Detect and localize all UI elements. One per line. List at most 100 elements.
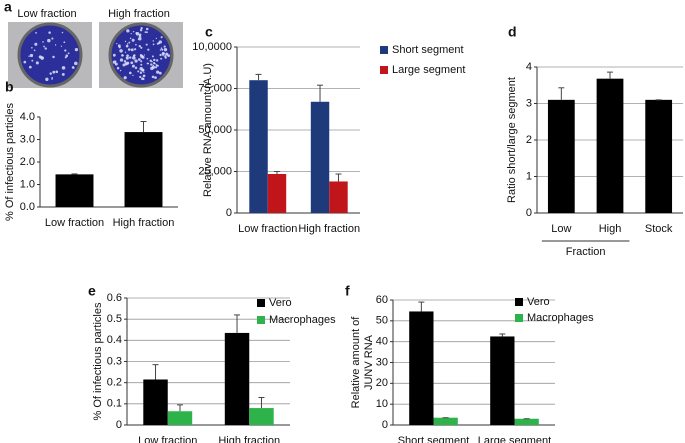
plaque (125, 44, 129, 48)
error-bar (273, 171, 280, 174)
plaque (139, 71, 143, 74)
bar (249, 80, 268, 213)
plaque (155, 59, 159, 62)
plaque (160, 36, 163, 39)
plaque (146, 57, 149, 60)
y-tick-label: 4 (526, 61, 532, 73)
plaque (119, 69, 122, 72)
plaque (131, 38, 135, 42)
y-tick-label: 25,000 (198, 165, 232, 177)
plaque (51, 78, 53, 80)
plaque (137, 70, 140, 73)
plaque-dish (17, 22, 83, 88)
error-bar (418, 301, 425, 312)
plaque (141, 77, 144, 81)
plaque (155, 37, 157, 39)
error-bar (255, 73, 262, 81)
plaque (130, 61, 134, 65)
plaque (60, 45, 63, 47)
plaque (138, 44, 141, 48)
plaque (123, 60, 127, 63)
plaque (74, 48, 79, 52)
x-tick-label: High fraction (218, 435, 280, 443)
plaque (124, 51, 127, 53)
plaque (47, 38, 51, 43)
bar (596, 78, 624, 214)
y-tick-label: 0.3 (107, 355, 122, 367)
plaque (152, 64, 154, 67)
plaque (129, 71, 132, 75)
plaque (35, 32, 37, 34)
bar (224, 332, 250, 425)
plaque (44, 47, 47, 50)
plaque (126, 29, 130, 33)
plaque (33, 49, 36, 52)
error-bar (335, 173, 342, 182)
plaque (61, 66, 66, 70)
legend-label: Vero (527, 296, 550, 308)
legend-swatch (257, 299, 265, 307)
y-axis-label: Relative RNA amount (A.U) (202, 63, 214, 197)
plaque (140, 26, 143, 30)
legend-label: Large segment (392, 64, 465, 76)
y-tick-label: 2.0 (20, 156, 35, 168)
plaque (132, 56, 136, 60)
panel-label: f (345, 283, 350, 299)
y-axis-label: Ratio short/large segment (506, 77, 518, 203)
y-tick-label: 3.0 (20, 133, 35, 145)
plaque (121, 54, 124, 57)
plaque (123, 76, 127, 80)
x-tick-label: Large segment (478, 435, 551, 443)
plaque (161, 48, 164, 51)
y-tick-label: 0.4 (107, 334, 122, 346)
image-caption: High fraction (108, 8, 170, 20)
y-tick-label: 0.5 (107, 313, 122, 325)
plaque (152, 40, 154, 42)
plaque (151, 55, 154, 58)
plaque (64, 49, 67, 52)
plaque (152, 43, 155, 46)
bar (645, 99, 673, 213)
plaque (34, 42, 38, 46)
bar (143, 379, 168, 425)
error-bar (607, 71, 613, 79)
plaque (159, 49, 162, 51)
y-tick-label: 10 (376, 398, 388, 410)
y-tick-label: 60 (376, 294, 388, 306)
y-tick-label: 0 (382, 419, 388, 431)
panel-label: a (4, 0, 12, 15)
plaque (151, 60, 153, 63)
image-caption: Low fraction (17, 8, 76, 20)
plaque (129, 37, 132, 40)
x-tick-label: Low fraction (138, 435, 197, 443)
plaque (150, 66, 154, 71)
y-tick-label: 1.0 (20, 178, 35, 190)
panel-label: e (88, 283, 96, 299)
plaque (146, 62, 149, 65)
plaque (63, 41, 66, 44)
plaque (151, 75, 155, 79)
plaque (137, 38, 140, 40)
plaque (52, 55, 55, 59)
plaque (153, 58, 156, 62)
legend-label: Short segment (392, 44, 464, 56)
plaque (158, 71, 162, 75)
plaque (130, 32, 132, 35)
plaque (49, 72, 52, 75)
y-tick-label: 40 (376, 336, 388, 348)
bar (409, 311, 434, 425)
y-tick-label: 0.0 (20, 201, 35, 213)
plaque (134, 66, 138, 70)
plaque (48, 31, 51, 34)
plaque (138, 33, 142, 36)
plaque (61, 31, 64, 34)
plaque (130, 48, 134, 52)
legend-swatch (380, 46, 388, 54)
error-bar (499, 333, 506, 337)
legend-label: Macrophages (269, 314, 336, 326)
plaque (139, 75, 142, 79)
x-tick-label: High fraction (298, 223, 360, 235)
y-tick-label: 50,000 (198, 124, 232, 136)
plaque (31, 46, 33, 49)
panel-label: c (205, 24, 213, 40)
